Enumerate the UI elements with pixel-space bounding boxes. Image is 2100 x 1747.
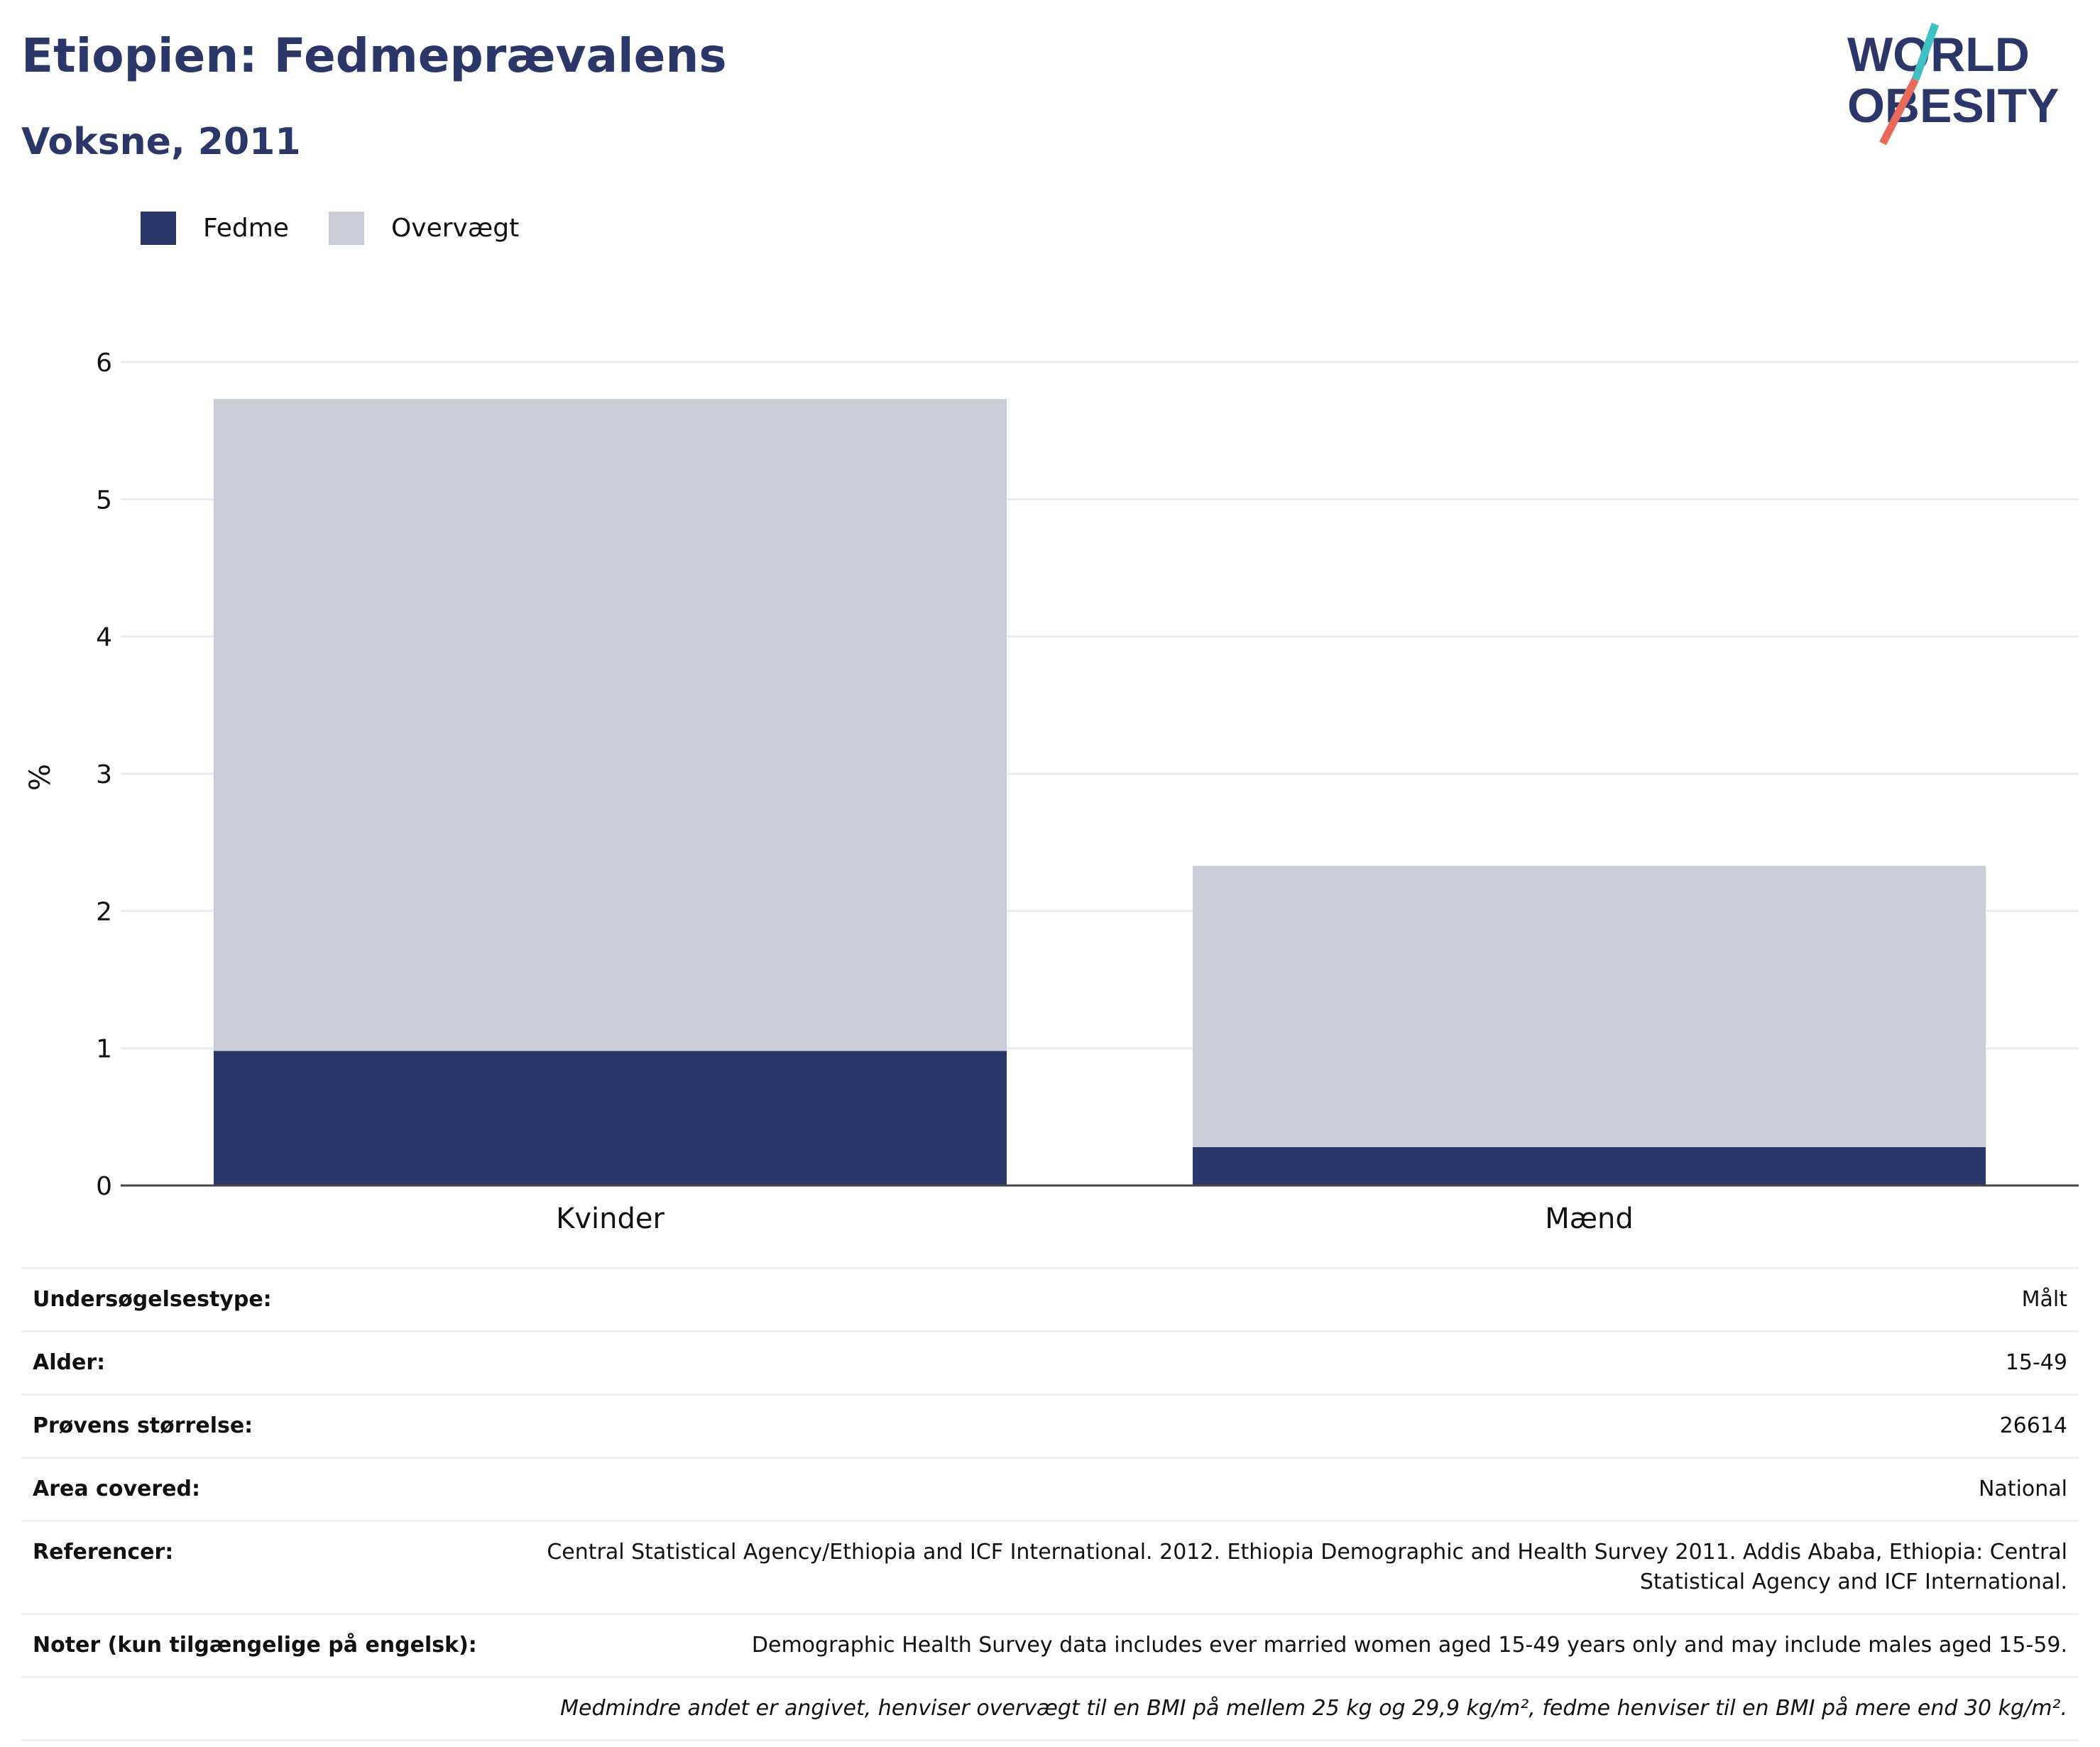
- bar-fedme-1: [1193, 1146, 1986, 1185]
- info-label: Prøvens størrelse:: [21, 1393, 488, 1458]
- info-value: Central Statistical Agency/Ethiopia and …: [488, 1520, 2079, 1614]
- info-label: Noter (kun tilgængelige på engelsk):: [21, 1613, 488, 1678]
- world-obesity-logo: WORLD OBESITY: [1847, 23, 2060, 146]
- axis-layer: 0 1 2 3 4 5 6 Kvinder Mænd: [96, 349, 2079, 1235]
- info-row: Alder: 15-49: [21, 1330, 2079, 1395]
- info-label: Alder:: [21, 1330, 488, 1395]
- y-tick-label: 0: [96, 1172, 112, 1201]
- legend-swatch-fedme: [141, 212, 176, 245]
- bar-fedme-0: [214, 1051, 1007, 1185]
- info-value: Målt: [488, 1267, 2079, 1332]
- bar-layer: [214, 399, 1986, 1185]
- logo-text-world: WORLD: [1847, 28, 2030, 82]
- chart-title: Etiopien: Fedmeprævalens: [21, 28, 727, 83]
- bar-chart: 0 1 2 3 4 5 6 Kvinder Mænd %: [24, 349, 2079, 1235]
- info-row: Referencer: Central Statistical Agency/Et…: [21, 1520, 2079, 1614]
- info-row: Area covered: National: [21, 1457, 2079, 1521]
- footnote-row: Medmindre andet er angivet, henviser ove…: [21, 1676, 2079, 1741]
- logo-text-obesity: OBESITY: [1847, 79, 2060, 133]
- info-row: Noter (kun tilgængelige på engelsk): Demo…: [21, 1613, 2079, 1678]
- info-table: Undersøgelsestype: Målt Alder: 15-49 Prøvens…: [21, 1267, 2079, 1741]
- bar-overvgt-0: [214, 399, 1007, 1051]
- info-value: National: [488, 1457, 2079, 1521]
- legend: Fedme Overvægt: [141, 212, 559, 245]
- info-label: Area covered:: [21, 1457, 488, 1521]
- legend-label-overvaegt: Overvægt: [390, 214, 520, 243]
- y-tick-label: 3: [96, 760, 112, 789]
- legend-swatch-overvaegt: [328, 212, 364, 245]
- legend-item-overvaegt[interactable]: Overvægt: [328, 212, 520, 245]
- x-tick-label: Kvinder: [556, 1203, 665, 1235]
- legend-label-fedme: Fedme: [203, 214, 289, 243]
- info-label: Undersøgelsestype:: [21, 1267, 488, 1332]
- info-label: Referencer:: [21, 1520, 488, 1614]
- y-tick-label: 1: [96, 1035, 112, 1064]
- info-value: 26614: [488, 1393, 2079, 1458]
- y-tick-label: 5: [96, 486, 112, 515]
- info-value: 15-49: [488, 1330, 2079, 1395]
- chart-subtitle: Voksne, 2011: [21, 121, 301, 163]
- logo-slash-teal: [1911, 23, 1940, 81]
- y-tick-label: 4: [96, 623, 112, 652]
- footnote: Medmindre andet er angivet, henviser ove…: [21, 1676, 2079, 1741]
- y-axis-label: %: [24, 764, 57, 791]
- info-row: Prøvens størrelse: 26614: [21, 1393, 2079, 1458]
- x-tick-label: Mænd: [1545, 1203, 1634, 1235]
- info-value: Demographic Health Survey data includes …: [488, 1613, 2079, 1678]
- y-tick-label: 6: [96, 349, 112, 378]
- logo-slash-coral: [1879, 77, 1919, 146]
- legend-item-fedme[interactable]: Fedme: [141, 212, 289, 245]
- bar-overvgt-1: [1193, 865, 1986, 1147]
- info-row: Undersøgelsestype: Målt: [21, 1267, 2079, 1332]
- y-tick-label: 2: [96, 897, 112, 926]
